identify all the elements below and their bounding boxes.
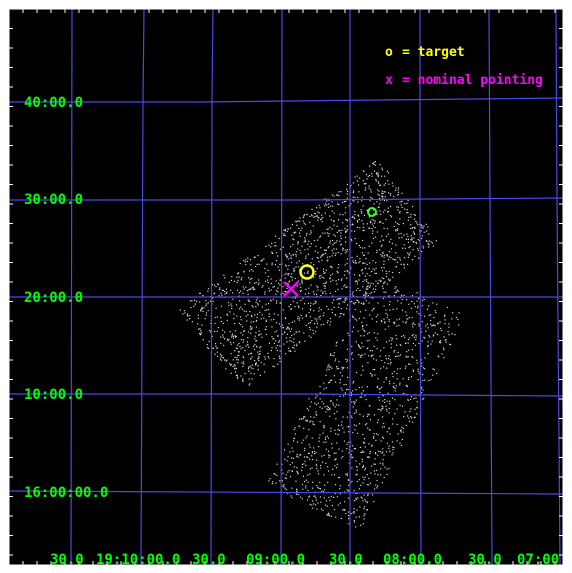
ra-label: 30.0 [329, 552, 363, 568]
ra-grid-line [419, 9, 422, 566]
legend: o = target x = nominal pointing [385, 45, 543, 88]
legend-pointing-symbol: x [385, 73, 393, 88]
ra-grid-line [555, 8, 561, 566]
nominal-pointing-marker [283, 281, 299, 297]
frame-ticks [9, 9, 563, 565]
dec-axis-labels: 40:00.0 30:00.0 20:00.0 10:00.0 16:00:00… [24, 95, 108, 501]
dec-grid-line [8, 490, 564, 495]
ra-label: 19:10:00.0 [96, 552, 180, 568]
dec-label: 40:00.0 [24, 95, 83, 111]
image-background [9, 9, 563, 565]
dec-grid-line [9, 393, 564, 397]
ra-label: 30.0 [468, 552, 502, 568]
ra-label: 30.0 [50, 552, 84, 568]
dec-label: 20:00.0 [24, 290, 83, 306]
ra-grid-line [210, 8, 214, 566]
ra-grid-line [140, 8, 145, 566]
dec-label: 30:00.0 [24, 192, 83, 208]
dec-label: 10:00.0 [24, 387, 83, 403]
ra-grid-line [488, 8, 493, 566]
ra-grid-line [70, 8, 73, 566]
dec-grid-line [9, 97, 564, 103]
ra-label: 30.0 [192, 552, 226, 568]
target-marker [299, 264, 315, 280]
ra-grid-line [280, 8, 283, 566]
ra-label: 09:00.0 [246, 552, 305, 568]
image-frame [8, 8, 564, 566]
ra-label: 08:00.0 [383, 552, 442, 568]
detected-source-marker [367, 207, 377, 217]
legend-pointing-text: = nominal pointing [402, 73, 543, 88]
legend-target-symbol: o [385, 45, 393, 60]
coordinate-grid [8, 8, 564, 566]
dec-label: 16:00:00.0 [24, 485, 108, 501]
dec-grid-line [9, 197, 564, 201]
ra-label: 07:00 [517, 552, 559, 568]
ra-axis-labels: 30.0 19:10:00.0 30.0 09:00.0 30.0 08:00.… [50, 552, 559, 568]
x-ray-events [179, 161, 460, 528]
legend-target-text: = target [402, 45, 465, 60]
